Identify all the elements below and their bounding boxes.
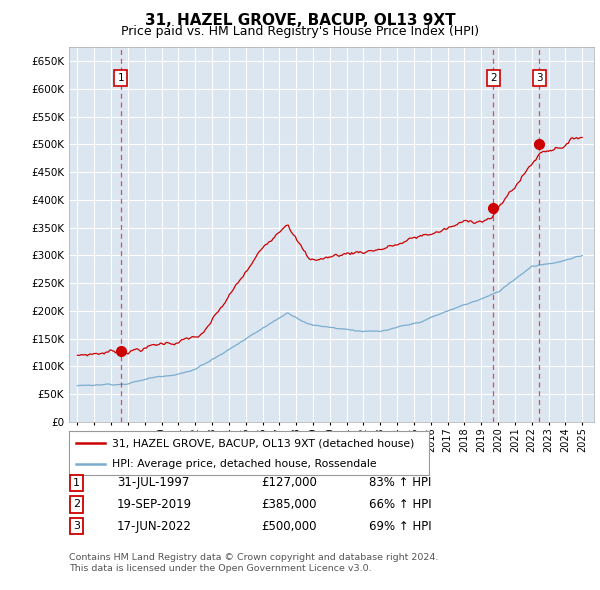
Text: 3: 3 [536, 73, 543, 83]
Text: 1: 1 [73, 478, 80, 487]
Text: 66% ↑ HPI: 66% ↑ HPI [369, 498, 431, 511]
Text: 2: 2 [490, 73, 497, 83]
Text: £385,000: £385,000 [261, 498, 317, 511]
Text: 1: 1 [118, 73, 124, 83]
Text: £500,000: £500,000 [261, 520, 317, 533]
Text: 2: 2 [73, 500, 80, 509]
Text: 31, HAZEL GROVE, BACUP, OL13 9XT (detached house): 31, HAZEL GROVE, BACUP, OL13 9XT (detach… [112, 438, 415, 448]
Text: £127,000: £127,000 [261, 476, 317, 489]
Text: Price paid vs. HM Land Registry's House Price Index (HPI): Price paid vs. HM Land Registry's House … [121, 25, 479, 38]
Text: This data is licensed under the Open Government Licence v3.0.: This data is licensed under the Open Gov… [69, 565, 371, 573]
Text: HPI: Average price, detached house, Rossendale: HPI: Average price, detached house, Ross… [112, 459, 377, 469]
Text: 83% ↑ HPI: 83% ↑ HPI [369, 476, 431, 489]
Text: 31, HAZEL GROVE, BACUP, OL13 9XT: 31, HAZEL GROVE, BACUP, OL13 9XT [145, 13, 455, 28]
Text: 31-JUL-1997: 31-JUL-1997 [117, 476, 190, 489]
Text: Contains HM Land Registry data © Crown copyright and database right 2024.: Contains HM Land Registry data © Crown c… [69, 553, 439, 562]
Text: 3: 3 [73, 522, 80, 531]
Text: 17-JUN-2022: 17-JUN-2022 [117, 520, 192, 533]
Text: 69% ↑ HPI: 69% ↑ HPI [369, 520, 431, 533]
Text: 19-SEP-2019: 19-SEP-2019 [117, 498, 192, 511]
